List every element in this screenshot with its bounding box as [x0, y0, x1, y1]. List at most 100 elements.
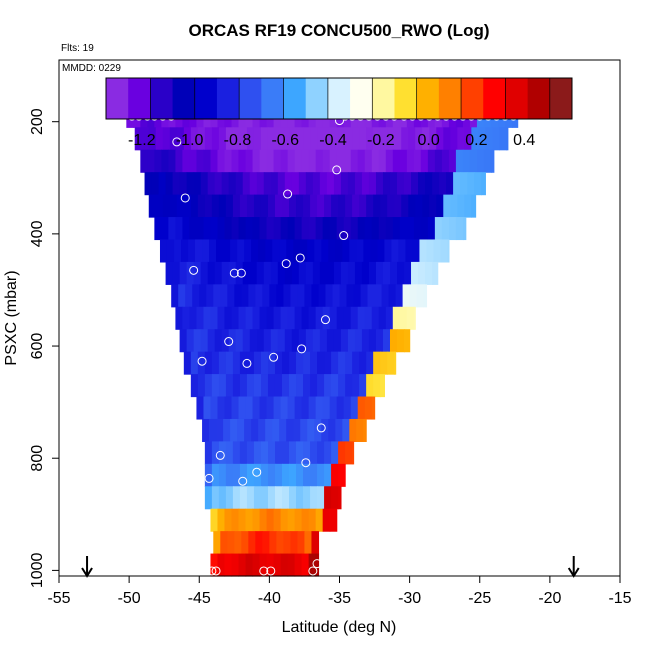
- heatmap-cell: [141, 127, 150, 151]
- heatmap-cell: [183, 194, 192, 218]
- heatmap-cell: [214, 261, 223, 285]
- heatmap-cell: [267, 127, 276, 151]
- heatmap-cell: [239, 374, 248, 398]
- heatmap-cell: [161, 149, 169, 173]
- heatmap-cell: [380, 351, 388, 375]
- heatmap-cell: [246, 486, 255, 510]
- heatmap-cell: [232, 127, 241, 151]
- date-annotation: MMDD: 0229: [62, 63, 121, 74]
- heatmap-cell: [259, 553, 268, 577]
- heatmap-cell: [429, 194, 437, 218]
- heatmap-cell: [267, 194, 276, 218]
- heatmap-cell: [338, 374, 346, 398]
- heatmap-cell: [481, 172, 486, 196]
- sample-point: [215, 450, 225, 460]
- heatmap-cell: [325, 284, 334, 308]
- colorbar-band: [239, 78, 262, 119]
- heatmap-cell: [239, 194, 248, 218]
- heatmap-cell: [363, 239, 371, 263]
- heatmap-cell: [432, 261, 439, 285]
- heatmap-cell: [317, 463, 325, 487]
- heatmap-cell: [207, 261, 216, 285]
- heatmap-cell: [211, 463, 220, 487]
- heatmap-cell: [324, 441, 332, 465]
- heatmap-cell: [331, 194, 339, 218]
- heatmap-cell: [235, 172, 244, 196]
- heatmap-cell: [197, 351, 206, 375]
- heatmap-cell: [308, 217, 317, 241]
- heatmap-cell: [349, 418, 357, 442]
- heatmap-cell: [427, 149, 436, 173]
- heatmap-cell: [260, 351, 269, 375]
- heatmap-cell: [322, 508, 331, 532]
- heatmap-cell: [260, 127, 269, 151]
- heatmap-cell: [324, 486, 332, 510]
- heatmap-cell: [260, 194, 269, 218]
- heatmap-cell: [276, 284, 284, 308]
- heatmap-cell: [455, 149, 464, 173]
- heatmap-cell: [312, 172, 321, 196]
- heatmap-cell: [225, 441, 234, 465]
- y-axis: 200 400 600 800 1000: [29, 108, 59, 588]
- heatmap-cell: [189, 306, 198, 330]
- heatmap-cell: [402, 284, 411, 308]
- heatmap-cell: [332, 284, 341, 308]
- heatmap-cell: [321, 418, 329, 442]
- heatmap-cell: [363, 418, 367, 442]
- heatmap-cell: [361, 172, 370, 196]
- heatmap-cell: [311, 531, 320, 555]
- heatmap-cell: [200, 261, 209, 285]
- heatmap-cell: [218, 351, 227, 375]
- heatmap-cell: [162, 194, 171, 218]
- heatmap-cell: [301, 306, 310, 330]
- flight-marker-arrow: [81, 556, 93, 578]
- sample-point: [332, 165, 342, 175]
- heatmap-cell: [359, 351, 367, 375]
- sample-point: [242, 358, 252, 368]
- heatmap-cell: [378, 149, 387, 173]
- sample-point: [320, 315, 330, 325]
- heatmap-cell: [450, 127, 458, 151]
- heatmap-cell: [165, 261, 174, 285]
- heatmap-cell: [331, 127, 339, 151]
- heatmap-cell: [168, 217, 176, 241]
- heatmap-cell: [397, 261, 405, 285]
- colorbar-tick-label: 0.4: [513, 132, 535, 149]
- heatmap-cell: [176, 194, 185, 218]
- heatmap-cell: [266, 553, 275, 577]
- heatmap-cell: [485, 127, 493, 151]
- heatmap-cell: [331, 441, 339, 465]
- colorbar-band: [261, 78, 285, 119]
- heatmap-cell: [221, 329, 230, 353]
- heatmap-cell: [434, 149, 443, 173]
- heatmap-cell: [238, 508, 247, 532]
- heatmap-cell: [398, 239, 407, 263]
- heatmap-cell: [244, 239, 252, 263]
- heatmap-cell: [411, 261, 419, 285]
- heatmap-cell: [333, 329, 342, 353]
- heatmap-cell: [366, 194, 374, 218]
- heatmap-cell: [354, 329, 363, 353]
- y-tick-label: 800: [29, 445, 46, 472]
- heatmap-cell: [343, 396, 352, 420]
- heatmap-cell: [262, 531, 270, 555]
- heatmap-cell: [425, 172, 433, 196]
- heatmap-cell: [399, 306, 408, 330]
- heatmap-cell: [336, 217, 345, 241]
- heatmap-cell: [371, 306, 380, 330]
- heatmap-cell: [404, 172, 412, 196]
- heatmap-cell: [239, 351, 248, 375]
- heatmap-cell: [239, 486, 248, 510]
- heatmap-cell: [239, 127, 248, 151]
- heatmap-cell: [270, 329, 279, 353]
- heatmap-cell: [267, 374, 276, 398]
- heatmap-cell: [339, 284, 348, 308]
- heatmap-cell: [387, 194, 395, 218]
- heatmap-cell: [404, 329, 411, 353]
- heatmap-cell: [246, 127, 255, 151]
- heatmap-cell: [220, 531, 228, 555]
- heatmap-cell: [175, 306, 184, 330]
- heatmap-cell: [336, 149, 345, 173]
- heatmap-cell: [462, 217, 467, 241]
- heatmap-cell: [277, 172, 286, 196]
